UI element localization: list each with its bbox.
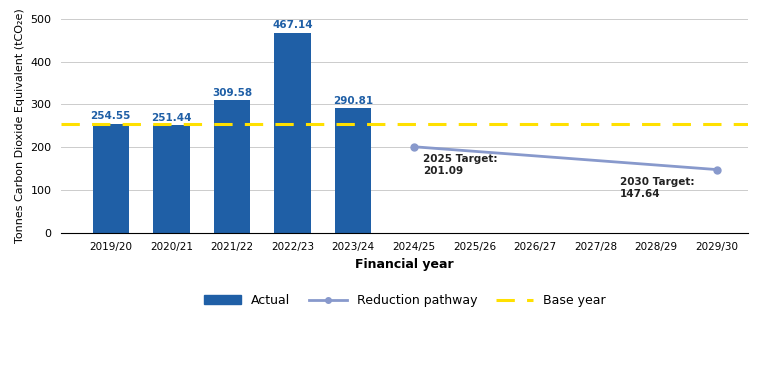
Legend: Actual, Reduction pathway, Base year: Actual, Reduction pathway, Base year xyxy=(198,289,611,312)
Bar xyxy=(214,100,250,233)
Y-axis label: Tonnes Carbon Dioxide Equivalent (tCO₂e): Tonnes Carbon Dioxide Equivalent (tCO₂e) xyxy=(15,8,25,243)
X-axis label: Financial year: Financial year xyxy=(356,258,454,271)
Text: 290.81: 290.81 xyxy=(333,96,373,106)
Text: 251.44: 251.44 xyxy=(151,113,192,123)
Text: 254.55: 254.55 xyxy=(91,111,131,121)
Bar xyxy=(153,125,189,233)
Bar xyxy=(335,108,372,233)
Text: 2030 Target:
147.64: 2030 Target: 147.64 xyxy=(620,177,694,199)
Text: 467.14: 467.14 xyxy=(272,21,313,31)
Bar xyxy=(275,33,311,233)
Text: 2025 Target:
201.09: 2025 Target: 201.09 xyxy=(423,154,497,176)
Text: 309.58: 309.58 xyxy=(212,88,252,98)
Bar xyxy=(92,124,129,233)
